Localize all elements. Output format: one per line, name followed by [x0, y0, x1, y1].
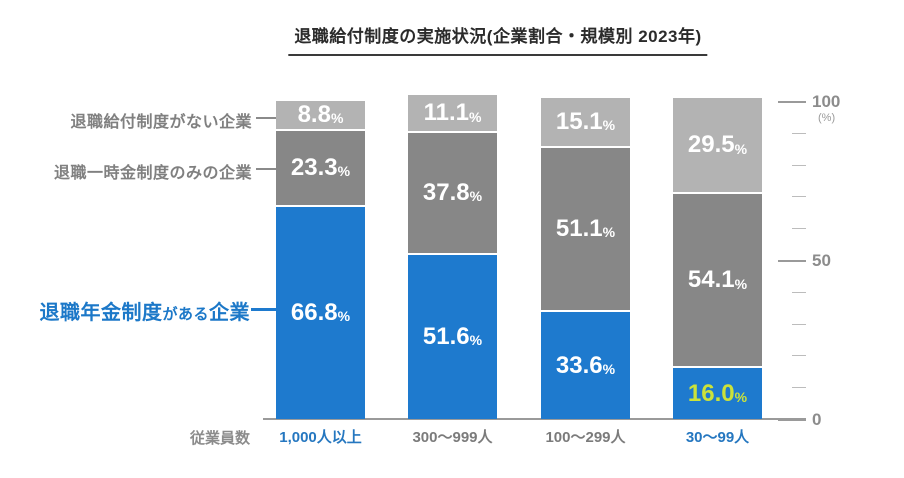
- bar-segment: 51.6%: [408, 254, 497, 419]
- segment-value-unit: %: [734, 140, 748, 157]
- segment-value: 23.3: [290, 153, 338, 181]
- segment-value-unit: %: [330, 110, 344, 126]
- bar-segment: 23.3%: [276, 130, 365, 205]
- segment-value: 16.0: [687, 379, 735, 407]
- bar-segment: 54.1%: [673, 194, 762, 367]
- segment-value: 8.8: [297, 100, 331, 128]
- bar-segment: 66.8%: [276, 206, 365, 419]
- segment-value-unit: %: [734, 389, 748, 406]
- segment-value-unit: %: [469, 188, 483, 205]
- segment-value-unit: %: [734, 275, 748, 292]
- segment-value: 51.1: [555, 214, 603, 242]
- segment-value: 11.1: [423, 99, 469, 127]
- bar-segment: 37.8%: [408, 132, 497, 253]
- segment-value-unit: %: [602, 117, 616, 134]
- segment-value: 33.6: [555, 351, 603, 379]
- y-minor-tick: [792, 387, 806, 389]
- bar-segment: 51.1%: [541, 147, 630, 311]
- bar-segment: 29.5%: [673, 98, 762, 193]
- x-axis-line: [263, 418, 806, 420]
- y-minor-tick: [792, 291, 806, 293]
- legend-label-lump-sum-only: 退職一時金制度のみの企業: [53, 165, 252, 182]
- segment-value-unit: %: [602, 224, 616, 241]
- y-minor-tick: [792, 355, 806, 357]
- legend-label-pension: 退職年金制度がある企業: [39, 296, 250, 325]
- connector-line-lump-sum: [256, 168, 277, 170]
- segment-value: 29.5: [687, 131, 735, 159]
- y-major-tick: [778, 260, 806, 262]
- bar-segment: 11.1%: [408, 95, 497, 131]
- segment-value: 15.1: [555, 107, 603, 135]
- legend-label-pension-small: がある: [162, 306, 209, 323]
- y-axis-unit: (%): [818, 112, 836, 124]
- connector-line-no-system: [256, 117, 277, 119]
- segment-value-unit: %: [337, 308, 351, 325]
- category-label: 1,000人以上: [279, 429, 362, 446]
- y-minor-tick: [792, 132, 806, 134]
- bar-segment: 16.0%: [673, 368, 762, 419]
- category-label: 30〜99人: [685, 429, 750, 446]
- y-major-tick: [778, 101, 806, 103]
- segment-value: 51.6: [422, 322, 470, 350]
- legend-label-no-system: 退職給付制度がない企業: [70, 114, 252, 131]
- y-minor-tick: [792, 228, 806, 230]
- segment-value-unit: %: [468, 108, 482, 125]
- bar-segment: 8.8%: [276, 100, 365, 129]
- segment-value: 37.8: [422, 178, 470, 206]
- bar-segment: 33.6%: [541, 312, 630, 419]
- legend-label-pension-tail: 企業: [209, 302, 250, 324]
- x-axis-title: 従業員数: [189, 430, 250, 447]
- category-label: 100〜299人: [545, 429, 626, 446]
- connector-line-pension: [251, 308, 277, 311]
- category-label: 300〜999人: [412, 429, 493, 446]
- y-tick-label: 0: [812, 410, 822, 429]
- y-major-tick: [778, 419, 806, 421]
- y-minor-tick: [792, 323, 806, 325]
- y-tick-label: 50: [812, 251, 831, 270]
- y-tick-label: 100: [812, 92, 841, 111]
- segment-value-unit: %: [337, 163, 351, 180]
- legend-label-pension-head: 退職年金制度: [39, 302, 163, 324]
- segment-value-unit: %: [469, 332, 483, 349]
- y-minor-tick: [792, 196, 806, 198]
- segment-value: 66.8: [290, 298, 338, 326]
- chart-title: 退職給付制度の実施状況(企業割合・規模別 2023年): [288, 22, 708, 56]
- y-minor-tick: [792, 164, 806, 166]
- segment-value-unit: %: [602, 361, 616, 378]
- bar-segment: 15.1%: [541, 97, 630, 146]
- segment-value: 54.1: [687, 266, 735, 294]
